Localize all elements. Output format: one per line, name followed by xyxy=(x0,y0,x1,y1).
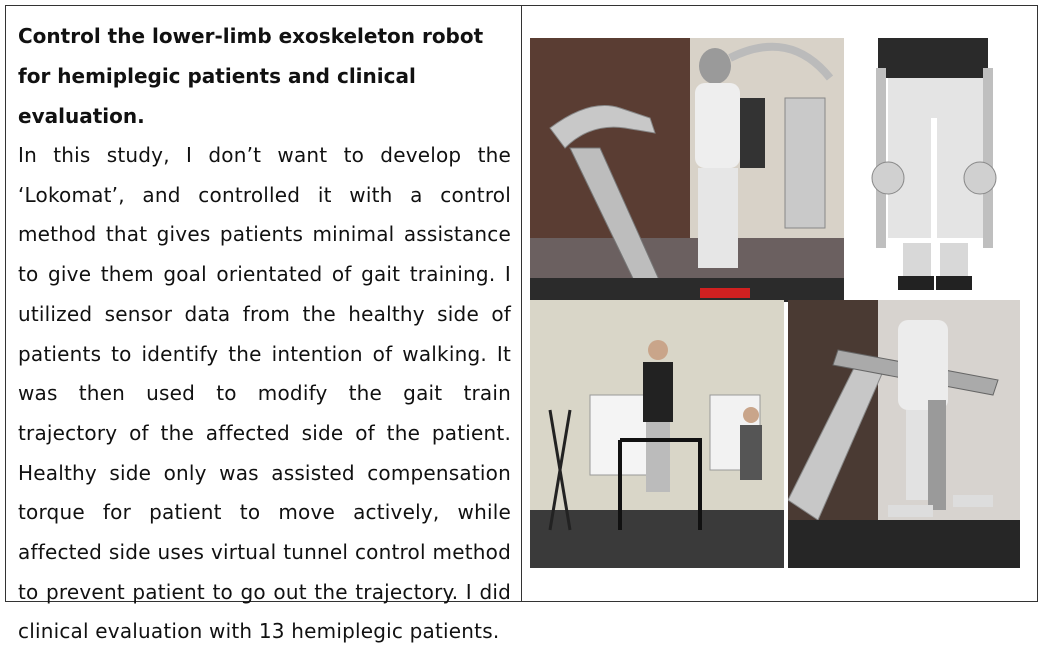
column-divider xyxy=(521,6,522,601)
lab-walking-trial-photo xyxy=(530,300,784,568)
treadmill-exoskeleton-photo xyxy=(530,38,844,302)
wearable-exoskeleton-legs-photo xyxy=(848,38,1020,292)
treadmill-closeup-photo xyxy=(788,300,1020,568)
section-title: Control the lower-limb exoskeleton robot… xyxy=(18,24,484,128)
photo-collage xyxy=(530,32,1020,572)
text-cell: Control the lower-limb exoskeleton robot… xyxy=(6,6,521,643)
section-body: In this study, I don’t want to develop t… xyxy=(18,143,511,644)
